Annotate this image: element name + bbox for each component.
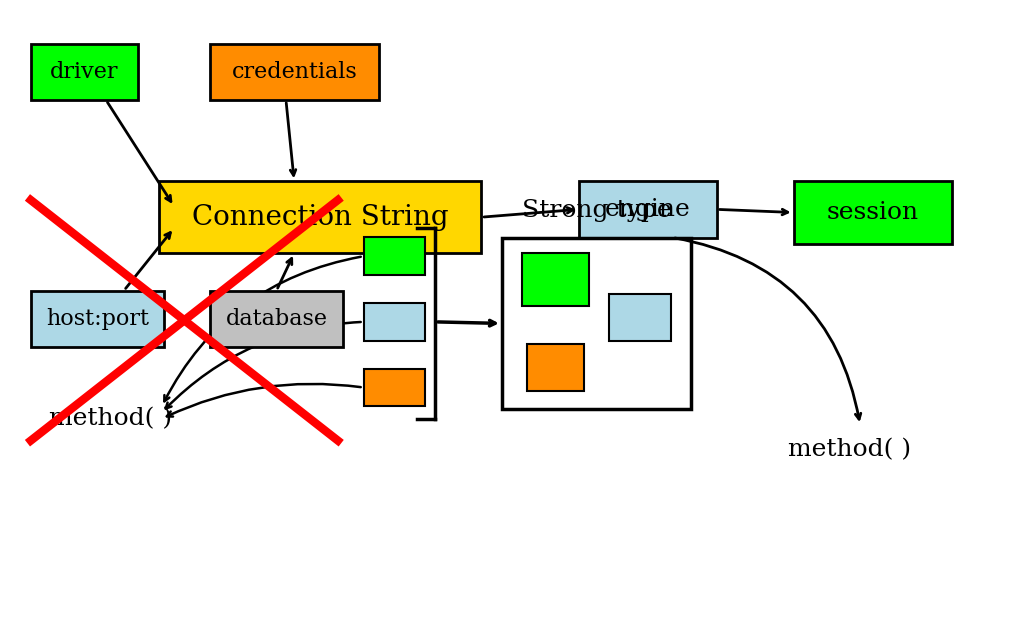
Text: method( ): method( ) <box>788 439 911 461</box>
FancyBboxPatch shape <box>522 253 589 306</box>
Text: session: session <box>827 201 919 224</box>
Text: Strong type: Strong type <box>521 199 672 222</box>
FancyBboxPatch shape <box>364 238 425 275</box>
Text: method( ): method( ) <box>49 408 172 430</box>
Text: credentials: credentials <box>231 61 357 83</box>
FancyBboxPatch shape <box>364 369 425 406</box>
FancyBboxPatch shape <box>579 181 717 238</box>
FancyBboxPatch shape <box>210 291 343 347</box>
FancyBboxPatch shape <box>31 44 138 100</box>
Text: engine: engine <box>605 198 690 221</box>
FancyBboxPatch shape <box>31 291 164 347</box>
FancyBboxPatch shape <box>794 181 952 244</box>
Text: driver: driver <box>50 61 119 83</box>
Text: database: database <box>225 308 328 330</box>
FancyBboxPatch shape <box>159 181 481 253</box>
FancyBboxPatch shape <box>502 238 691 409</box>
FancyBboxPatch shape <box>210 44 379 100</box>
FancyBboxPatch shape <box>364 303 425 341</box>
Text: host:port: host:port <box>46 308 148 330</box>
FancyBboxPatch shape <box>609 294 671 341</box>
Text: Connection String: Connection String <box>191 204 449 231</box>
FancyBboxPatch shape <box>527 344 584 391</box>
